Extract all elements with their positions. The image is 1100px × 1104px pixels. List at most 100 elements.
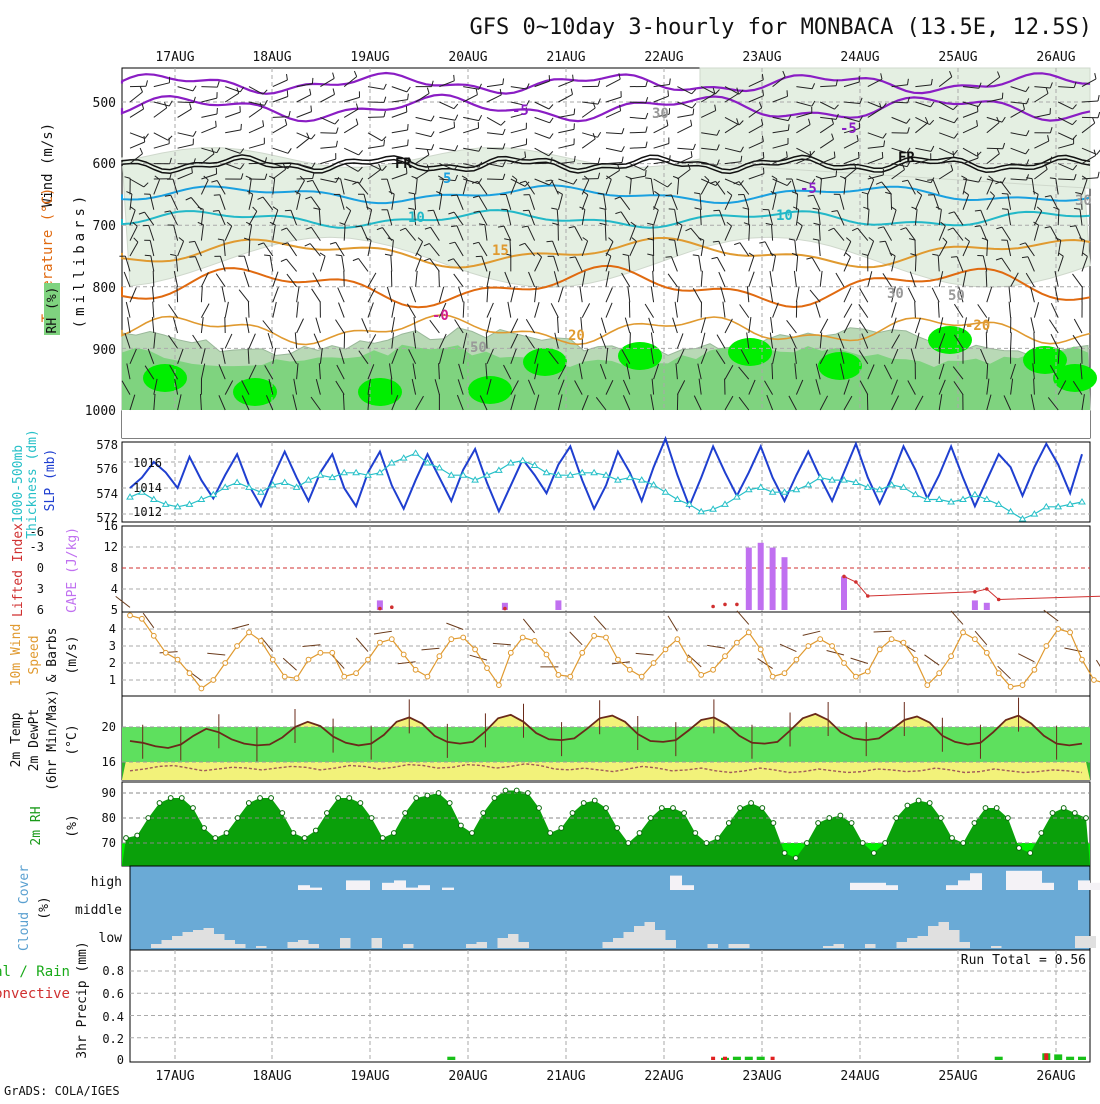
rh2m-point: [124, 836, 129, 841]
wind10m-speed-point: [723, 654, 728, 659]
rh2m-point: [927, 801, 932, 806]
precip-convective-bar: [711, 1057, 715, 1060]
cloud-low-bar: [193, 930, 204, 948]
contour-label: 30: [652, 106, 669, 122]
lifted-index-point: [985, 587, 989, 591]
wind10m-speed-point: [818, 637, 823, 642]
wind10m-speed-point: [354, 671, 359, 676]
rh2m-point: [626, 841, 631, 846]
bottom-date-label: 18AUG: [252, 1069, 291, 1084]
cloud-high-bar: [1090, 883, 1100, 890]
wind-barb-feather: [645, 178, 651, 179]
pressure-tick-label: 500: [93, 96, 116, 111]
wind10m-speed-point: [1020, 683, 1025, 688]
precip-tick-label: 0.2: [102, 1032, 124, 1046]
rh2m-point: [213, 836, 218, 841]
precip-tick-label: 0: [117, 1053, 124, 1067]
cloud-low-bar: [466, 944, 477, 948]
rh-axis-label: RH (%): [45, 287, 60, 334]
wind10m-speed-point: [485, 666, 490, 671]
top-date-label: 25AUG: [938, 50, 977, 65]
rh2m-point: [146, 816, 151, 821]
wind10m-speed-point: [544, 652, 549, 657]
cloud-low-bar: [183, 932, 194, 948]
cloud-high-bar: [850, 883, 862, 890]
wind10m-speed-point: [794, 657, 799, 662]
wind-barb: [391, 379, 392, 395]
wind-barb: [986, 271, 987, 287]
wind10m-label-3: & Barbs: [45, 628, 60, 683]
wind-barb-feather: [713, 210, 719, 211]
wind-barb: [653, 255, 654, 271]
top-date-label: 22AUG: [644, 50, 683, 65]
wind-barb-feather: [408, 124, 409, 130]
rh2m-point: [771, 821, 776, 826]
cloud-low-bar: [739, 944, 750, 948]
rh2m-point: [503, 788, 508, 793]
precip-total-bar: [745, 1057, 753, 1060]
wind-barb: [630, 132, 646, 133]
rh2m-point: [939, 816, 944, 821]
wind-barb: [630, 148, 646, 149]
cloud-high-bar: [682, 885, 694, 890]
wind10m-speed-point: [282, 674, 287, 679]
wind-barb-feather: [264, 255, 270, 256]
rh2m-point: [481, 811, 486, 816]
bottom-date-label: 22AUG: [644, 1069, 683, 1084]
wind10m-tick-label: 4: [109, 622, 116, 636]
rh2m-point: [738, 806, 743, 811]
rh2m-point: [581, 801, 586, 806]
wind10m-speed-point: [984, 650, 989, 655]
cape-label: CAPE (J/kg): [65, 527, 80, 613]
wind10m-speed-point: [175, 657, 180, 662]
wind-barb-feather: [547, 241, 553, 242]
wind-barb-feather: [311, 106, 312, 112]
cloud-high-bar: [382, 883, 394, 890]
temp2m-label-1: 2m Temp: [9, 712, 24, 767]
lifted-index-point: [866, 594, 870, 598]
wind10m-speed-point: [973, 637, 978, 642]
wind-barb-feather: [666, 257, 672, 258]
wind10m-speed-point: [449, 637, 454, 642]
temp2m-label-3: (6hr Min/Max): [45, 689, 60, 791]
cloud-low-bar: [214, 934, 225, 948]
wind10m-speed-point: [877, 647, 882, 652]
wind10m-speed-point: [235, 644, 240, 649]
contour-label: FR: [898, 150, 915, 166]
lifted-index-point: [735, 603, 739, 607]
rh2m-point: [1028, 851, 1033, 856]
rh2m-point: [793, 856, 798, 861]
wind-barb-feather: [523, 210, 529, 211]
wind10m-speed-point: [699, 673, 704, 678]
rh-saturated-patch: [233, 378, 277, 406]
cape-tick-label: 4: [111, 582, 118, 596]
temp2m-tick-label: 20: [102, 720, 116, 734]
wind-barb-feather: [145, 255, 151, 256]
precip-total-bar: [995, 1057, 1003, 1060]
rh2m-point: [514, 788, 519, 793]
wind-barb: [653, 225, 654, 241]
rh2m-point: [537, 806, 542, 811]
cloud-high-bar: [886, 885, 898, 890]
rh2m-point: [905, 803, 910, 808]
rh2m-point: [749, 801, 754, 806]
cloud-high-bar: [298, 885, 310, 890]
lifted-index-tick-label: 0: [37, 561, 44, 575]
cloud-high-bar: [406, 888, 418, 890]
contour-label: 50: [470, 340, 487, 356]
wind10m-speed-point: [961, 630, 966, 635]
rh2m-point: [425, 793, 430, 798]
wind-barb-feather: [384, 140, 385, 146]
rh2m-point: [637, 831, 642, 836]
rh2m-point: [358, 801, 363, 806]
wind10m-speed-point: [259, 639, 264, 644]
contour-label: 30: [887, 286, 904, 302]
rh2m-point: [659, 806, 664, 811]
cloud-high-bar: [1042, 883, 1054, 890]
rh2m-point: [760, 806, 765, 811]
rh2m-point: [392, 831, 397, 836]
wind10m-speed-point: [580, 650, 585, 655]
precip-total-bar: [1066, 1057, 1074, 1060]
rh2m-tick-label: 70: [102, 836, 116, 850]
